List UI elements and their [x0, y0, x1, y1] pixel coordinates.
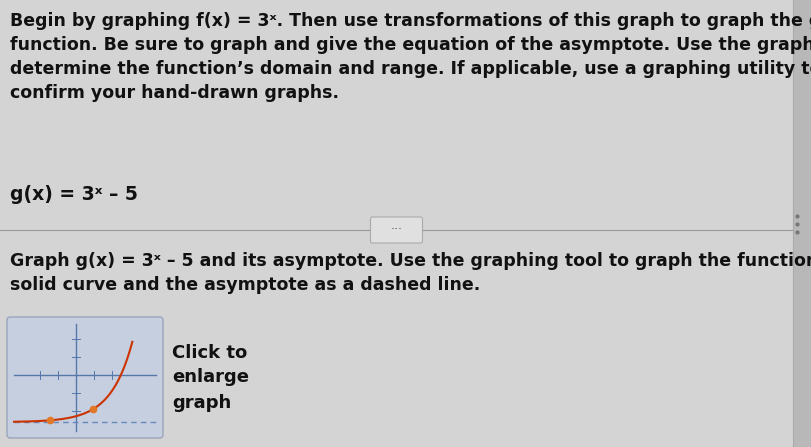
Text: ···: ··· [391, 224, 402, 236]
Text: Begin by graphing f(x) = 3ˣ. Then use transformations of this graph to graph the: Begin by graphing f(x) = 3ˣ. Then use tr… [10, 12, 811, 101]
FancyBboxPatch shape [371, 217, 423, 243]
Text: g(x) = 3ˣ – 5: g(x) = 3ˣ – 5 [10, 185, 138, 204]
Bar [793, 0, 811, 447]
FancyBboxPatch shape [7, 317, 163, 438]
Text: Graph g(x) = 3ˣ – 5 and its asymptote. Use the graphing tool to graph the functi: Graph g(x) = 3ˣ – 5 and its asymptote. U… [10, 252, 811, 294]
Text: Click to
enlarge
graph: Click to enlarge graph [172, 343, 249, 412]
